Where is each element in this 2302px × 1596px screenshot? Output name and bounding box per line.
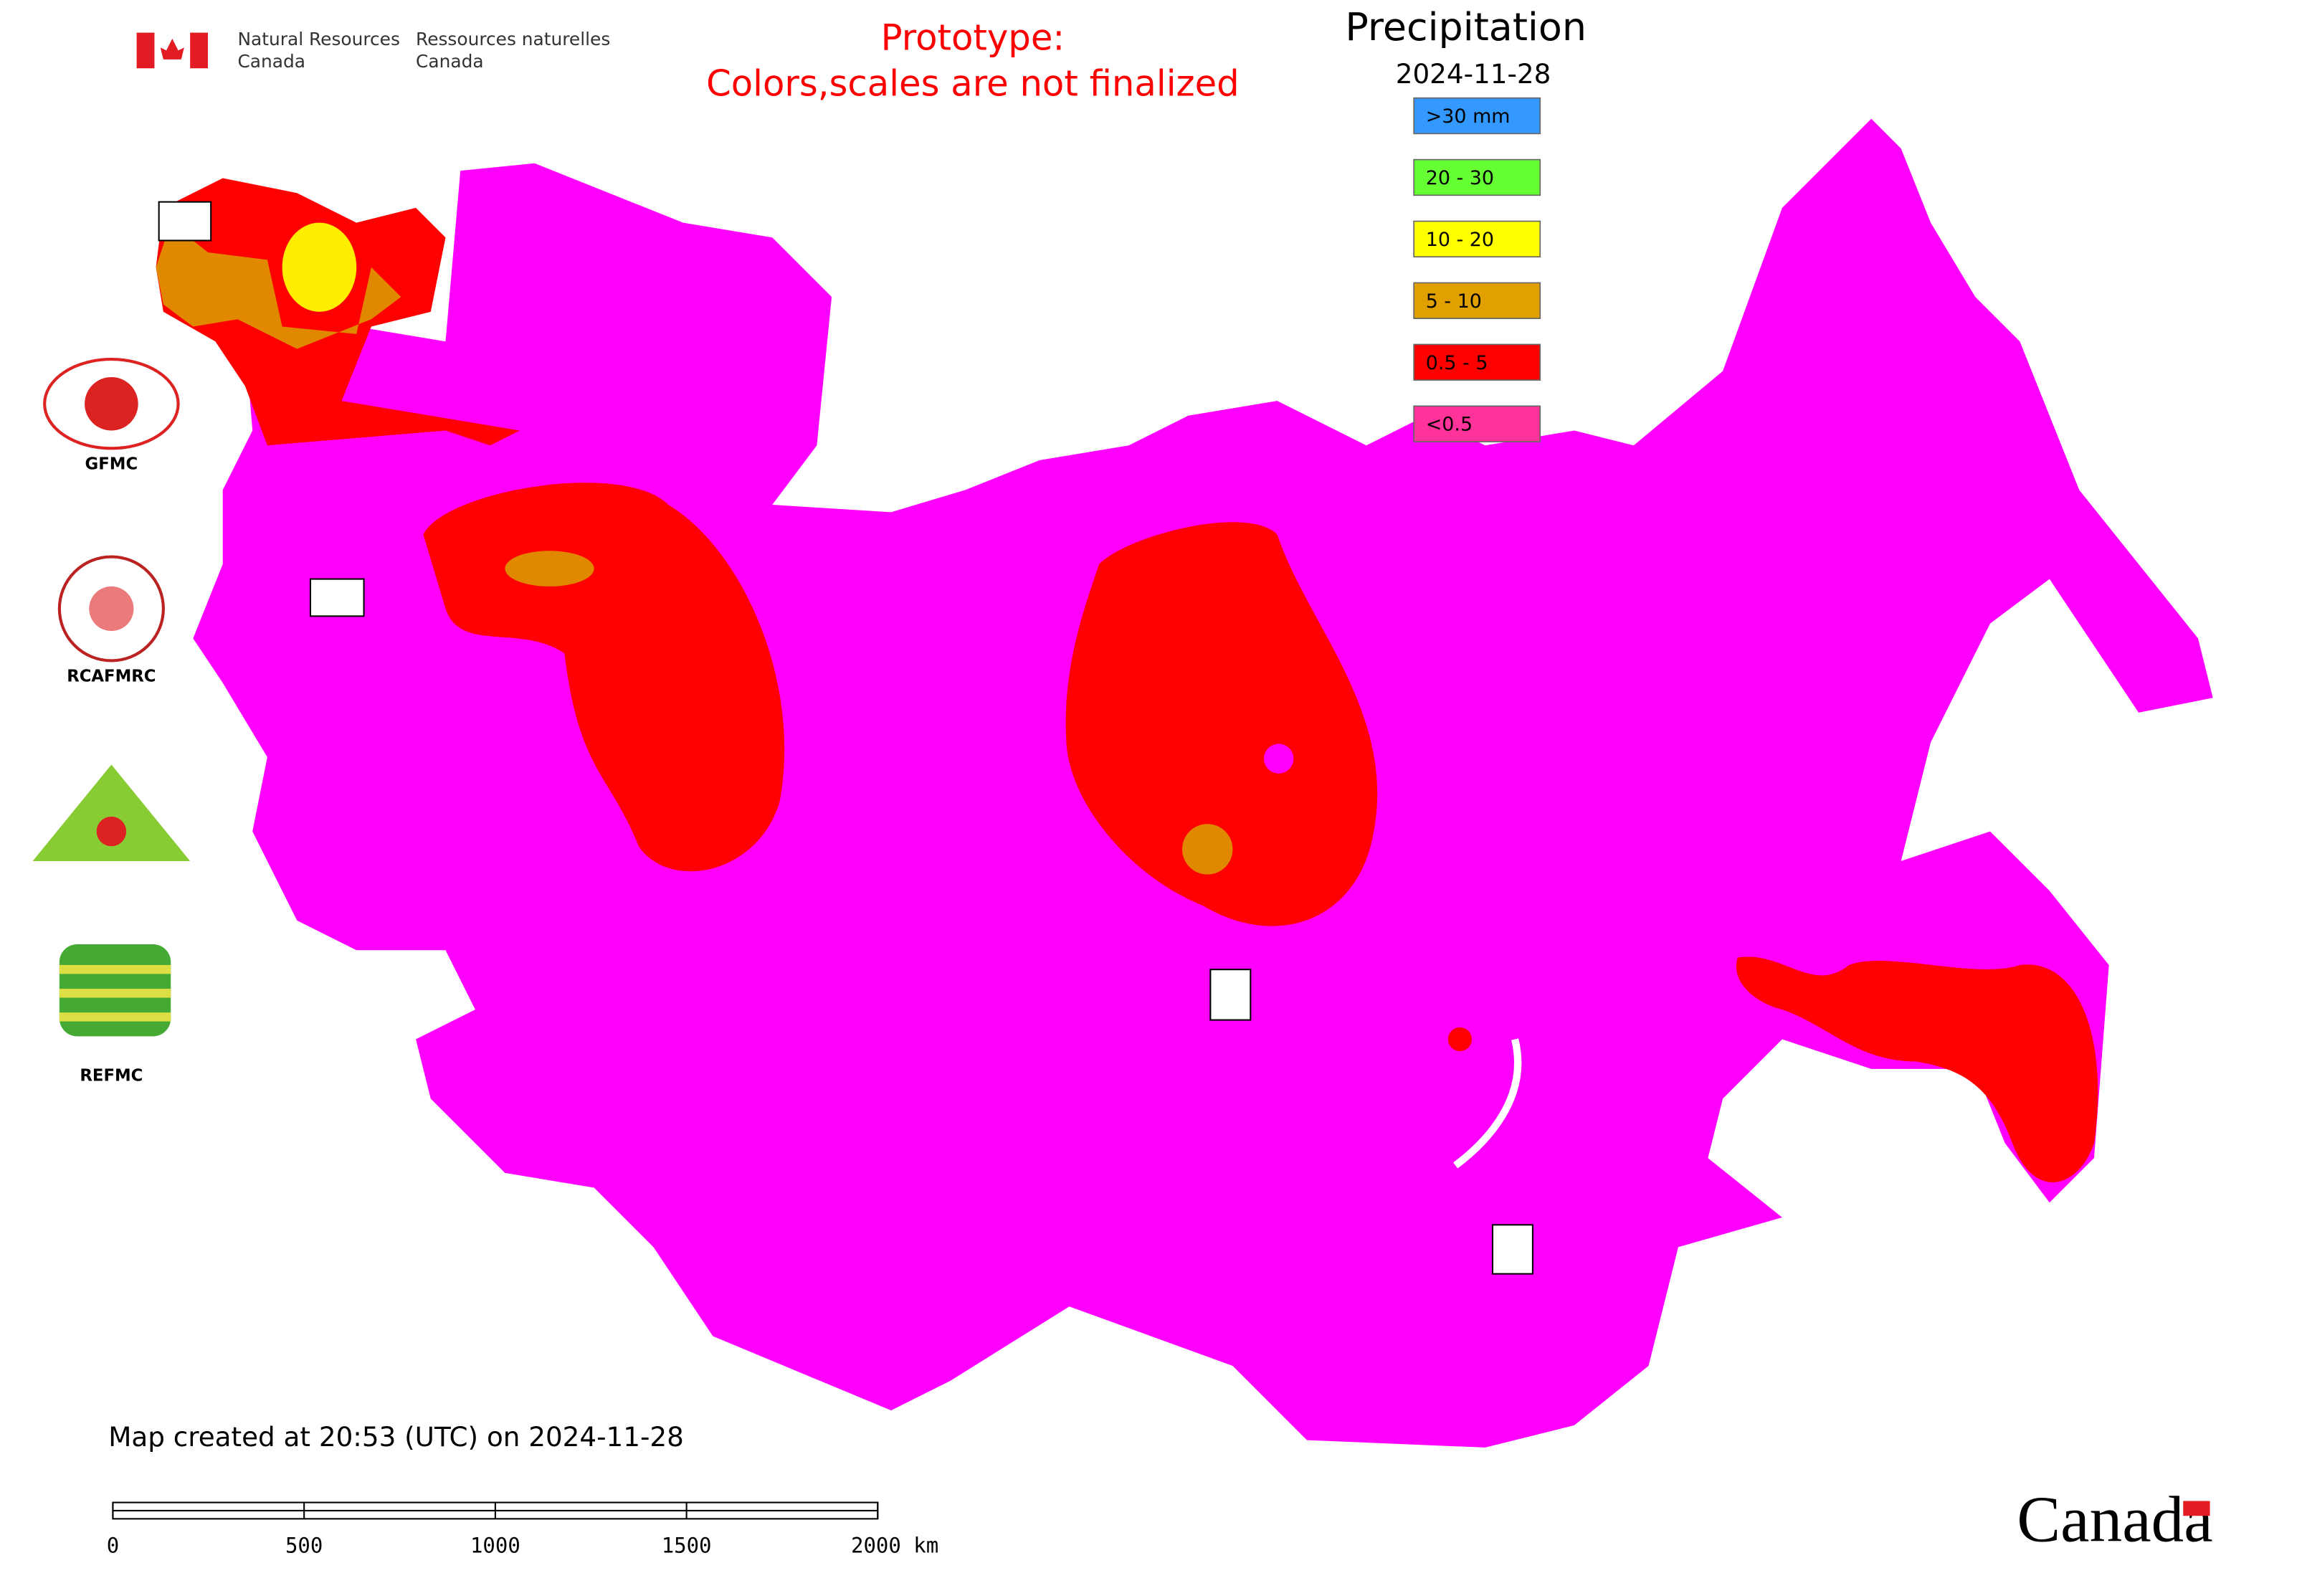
region-west-russia <box>423 483 785 872</box>
legend-label: 20 - 30 <box>1426 167 1494 189</box>
legend-label: 5 - 10 <box>1426 290 1482 313</box>
scale-label: 1500 <box>662 1534 712 1558</box>
logos: GFMC RCAFMRC REFMC <box>32 201 1533 1275</box>
logo-label: GFMC <box>85 455 138 474</box>
region-scandinavia-orange <box>156 222 401 349</box>
legend-swatch <box>1413 220 1541 258</box>
legend-title: Precipitation <box>1345 4 1587 49</box>
legend-swatch <box>1413 405 1541 442</box>
region-orange <box>505 551 594 586</box>
legend-label: 10 - 20 <box>1426 229 1494 251</box>
lake-baikal <box>1453 1038 1522 1169</box>
created-note: Map created at 20:53 (UTC) on 2024-11-28 <box>108 1421 684 1453</box>
scale-label: 2000 km <box>851 1534 938 1558</box>
agency-fr: Canada <box>416 51 484 72</box>
agency-fr: Ressources naturelles <box>416 29 610 49</box>
legend-swatch <box>1413 97 1541 135</box>
agency-en: Natural Resources <box>237 29 399 49</box>
region-west-siberia <box>1065 522 1378 926</box>
region-pink <box>1263 744 1294 774</box>
prototype-notice: Colors,scales are not finalized <box>706 63 1240 105</box>
logo-label: REFMC <box>80 1067 143 1086</box>
region-far-east <box>1736 956 2098 1183</box>
region-orange <box>1182 824 1233 875</box>
prototype-notice: Prototype: <box>881 16 1065 58</box>
wordmark-flag <box>2183 1501 2210 1516</box>
scale-bar: 0 500 1000 1500 2000 km <box>107 1501 938 1558</box>
legend-label: >30 mm <box>1426 105 1511 128</box>
canada-wordmark: Canada <box>2017 1483 2212 1556</box>
legend-swatch <box>1413 343 1541 381</box>
scale-label: 0 <box>107 1534 119 1558</box>
legend: >30 mm 20 - 30 10 - 20 5 - 10 0.5 - 5 <0.5 <box>1413 97 1541 442</box>
region-spot <box>1447 1027 1472 1052</box>
legend-swatch <box>1413 158 1541 196</box>
map <box>156 118 2213 1448</box>
logo-label: RCAFMRC <box>67 668 156 686</box>
legend-swatch <box>1413 282 1541 319</box>
agency-en: Canada <box>237 51 305 72</box>
region-scandinavia <box>156 178 520 446</box>
canada-flag <box>136 32 209 69</box>
scale-label: 1000 <box>470 1534 520 1558</box>
scale-label: 500 <box>285 1534 323 1558</box>
legend-label: <0.5 <box>1426 414 1473 436</box>
legend-label: 0.5 - 5 <box>1426 352 1488 374</box>
region-yellow <box>282 222 357 312</box>
legend-date: 2024-11-28 <box>1396 58 1551 90</box>
